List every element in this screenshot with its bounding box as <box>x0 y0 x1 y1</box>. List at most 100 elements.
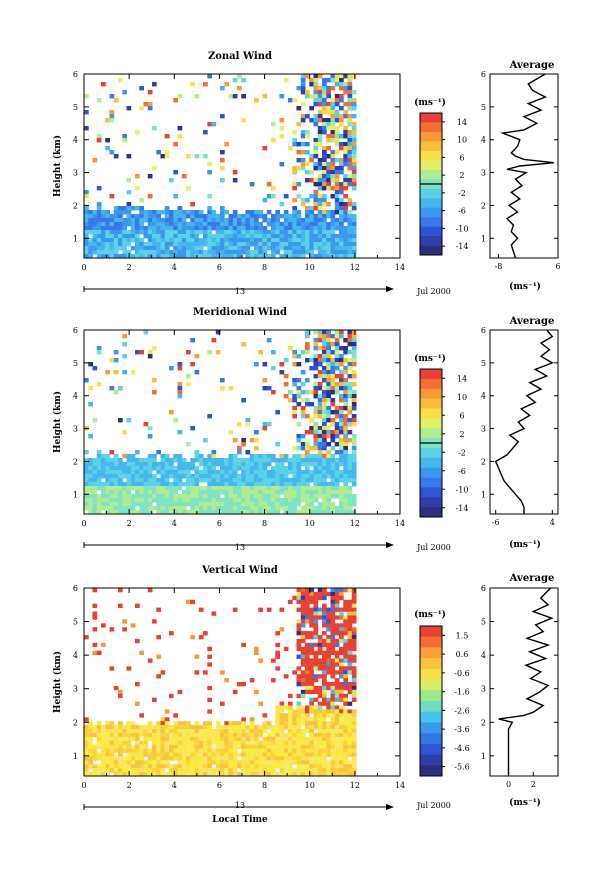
heatmap-cell <box>326 222 331 227</box>
heatmap-cell <box>160 498 166 503</box>
heatmap-cell <box>326 454 331 459</box>
heatmap-cell <box>147 732 153 738</box>
heatmap-cell <box>296 638 302 644</box>
heatmap-cell <box>339 635 344 640</box>
heatmap-cell <box>173 170 178 175</box>
heatmap-cell <box>271 466 276 471</box>
heatmap-cell <box>152 458 157 463</box>
heatmap-cell <box>143 458 149 463</box>
heatmap-cell <box>122 486 127 491</box>
heatmap-cell <box>317 354 323 359</box>
heatmap-cell <box>254 506 259 511</box>
heatmap-cell <box>241 502 246 507</box>
heatmap-cell <box>190 250 195 255</box>
heatmap-cell <box>300 114 306 119</box>
heatmap-cell <box>309 635 314 640</box>
heatmap-cell <box>258 744 263 749</box>
heatmap-cell <box>92 478 98 483</box>
heatmap-cell <box>322 130 327 135</box>
heatmap-cell <box>249 234 255 239</box>
heatmap-cell <box>322 106 327 111</box>
heatmap-cell <box>292 772 297 777</box>
heatmap-cell <box>283 470 289 475</box>
heatmap-cell <box>101 230 106 235</box>
heatmap-cell <box>288 729 293 734</box>
heatmap-cell <box>135 732 140 738</box>
heatmap-cell <box>177 725 183 730</box>
heatmap-cell <box>288 230 293 235</box>
heatmap-cell <box>296 619 302 624</box>
heatmap-cell <box>322 697 327 702</box>
heatmap-cell <box>211 760 217 765</box>
heatmap-cell <box>351 154 357 159</box>
heatmap-cell <box>339 362 344 367</box>
heatmap-cell <box>309 246 314 251</box>
heatmap-cell <box>101 498 106 503</box>
heatmap-cell <box>322 478 327 483</box>
heatmap-cell <box>177 206 183 211</box>
heatmap-cell <box>313 721 319 726</box>
heatmap-cell <box>92 756 98 761</box>
heatmap-cell <box>343 697 348 702</box>
heatmap-cell <box>186 478 191 483</box>
heatmap-cell <box>326 122 331 127</box>
heatmap-cell <box>347 146 353 151</box>
heatmap-cell <box>181 756 187 761</box>
heatmap-cell <box>207 502 212 507</box>
heatmap-cell <box>279 764 285 769</box>
heatmap-cell <box>173 740 178 746</box>
heatmap-cell <box>122 502 127 507</box>
heatmap-cell <box>262 744 268 749</box>
heatmap-cell <box>237 752 242 757</box>
heatmap-cell <box>143 748 149 753</box>
heatmap-cell <box>84 748 89 753</box>
heatmap-cell <box>156 466 161 471</box>
heatmap-cell <box>351 150 357 155</box>
heatmap-cell <box>313 194 319 199</box>
heatmap-cell <box>334 410 340 415</box>
heatmap-cell <box>330 682 336 687</box>
heatmap-cell <box>258 246 263 251</box>
heatmap-cell <box>262 486 268 491</box>
heatmap-cell <box>313 358 319 363</box>
heatmap-cell <box>228 732 234 738</box>
heatmap-cell <box>347 226 353 231</box>
heatmap-cell <box>156 607 161 612</box>
heatmap-cell <box>254 226 259 231</box>
heatmap-cell <box>122 474 127 479</box>
heatmap-cell <box>326 126 331 131</box>
heatmap-cell <box>351 338 357 343</box>
average-unit: (ms⁻¹) <box>509 281 541 292</box>
heatmap-cell <box>347 646 353 652</box>
heatmap-cell <box>220 498 225 503</box>
heatmap-cell <box>305 346 310 351</box>
heatmap-cell <box>122 760 127 765</box>
heatmap-cell <box>292 744 297 749</box>
heatmap-cell <box>351 627 357 632</box>
heatmap-cell <box>126 418 132 423</box>
heatmap-cell <box>232 234 238 239</box>
heatmap-cell <box>305 170 310 175</box>
heatmap-cell <box>249 482 255 487</box>
heatmap-cell <box>181 725 187 730</box>
heatmap-cell <box>317 230 323 235</box>
heatmap-cell <box>220 482 225 487</box>
heatmap-cell <box>300 732 306 738</box>
heatmap-cell <box>96 486 102 491</box>
heatmap-cell <box>186 466 191 471</box>
heatmap-cell <box>126 748 132 753</box>
heatmap-cell <box>309 498 314 503</box>
heatmap-cell <box>152 166 157 171</box>
heatmap-cell <box>122 242 127 247</box>
heatmap-cell <box>292 760 297 765</box>
heatmap-cell <box>271 454 276 459</box>
heatmap-cell <box>288 752 293 757</box>
heatmap-cell <box>351 414 357 419</box>
heatmap-cell <box>351 90 357 95</box>
heatmap-cell <box>203 474 208 479</box>
heatmap-cell <box>254 478 259 483</box>
heatmap-cell <box>130 454 136 459</box>
date-label: Jul 2000 <box>416 801 451 810</box>
heatmap-cell <box>96 238 102 243</box>
heatmap-cell <box>177 94 183 99</box>
